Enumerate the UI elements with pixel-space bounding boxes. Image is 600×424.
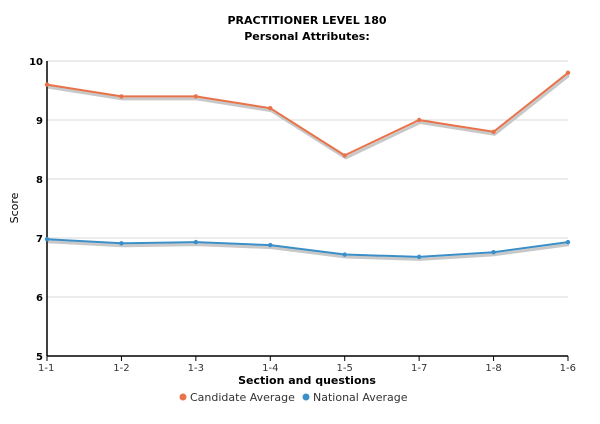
data-point[interactable]	[193, 239, 199, 245]
series-line	[46, 72, 569, 157]
data-point[interactable]	[268, 242, 273, 248]
y-tick-label: 7	[36, 234, 43, 245]
data-point[interactable]	[565, 239, 571, 245]
series-national	[44, 236, 571, 261]
x-tick-label: 1-5	[337, 363, 353, 374]
series-line-shadow	[47, 240, 570, 261]
chart-title: PRACTITIONER LEVEL 180	[227, 14, 386, 27]
x-tick-label: 1-1	[38, 363, 54, 374]
y-tick-label: 9	[36, 116, 43, 127]
legend-item-candidate[interactable]: Candidate Average	[179, 391, 296, 404]
data-point[interactable]	[268, 106, 273, 111]
legend-label: Candidate Average	[190, 391, 295, 404]
axes	[46, 61, 569, 361]
y-tick-label: 8	[36, 175, 43, 186]
legend-item-national[interactable]: National Average	[302, 391, 408, 404]
data-point[interactable]	[193, 94, 199, 99]
x-tick-label: 1-2	[113, 363, 129, 374]
x-tick-label: 1-6	[560, 363, 576, 374]
data-point[interactable]	[342, 252, 347, 257]
y-tick-label: 5	[36, 352, 43, 363]
data-point[interactable]	[491, 249, 496, 255]
chart-subtitle: Personal Attributes:	[244, 30, 370, 43]
x-tick-label: 1-3	[188, 363, 204, 374]
x-tick-label: 1-7	[411, 363, 427, 374]
data-point[interactable]	[565, 70, 571, 76]
y-tick-label: 6	[36, 293, 43, 304]
legend-marker	[179, 393, 187, 401]
data-point[interactable]	[119, 94, 124, 99]
data-point[interactable]	[416, 254, 422, 260]
y-tick-labels: 5 6 7 8 9 10	[29, 57, 43, 363]
y-axis-title: Score	[8, 192, 21, 223]
y-tick-label: 10	[29, 57, 43, 68]
data-point[interactable]	[44, 82, 50, 87]
data-point[interactable]	[491, 129, 496, 134]
series-line	[46, 238, 569, 258]
grid-lines	[47, 60, 568, 298]
series-group	[44, 70, 571, 261]
data-point[interactable]	[119, 241, 124, 246]
x-tick-labels: 1-1 1-2 1-3 1-4 1-5 1-7 1-8 1-6	[38, 363, 576, 374]
x-axis-title: Section and questions	[238, 374, 376, 387]
series-line-shadow	[47, 74, 570, 160]
legend-label: National Average	[313, 391, 408, 404]
series-candidate	[44, 70, 571, 160]
x-tick-label: 1-8	[485, 363, 501, 374]
legend-marker	[302, 393, 310, 401]
legend: Candidate Average National Average	[179, 391, 408, 404]
data-point[interactable]	[342, 153, 347, 158]
data-point[interactable]	[44, 236, 50, 242]
x-tick-label: 1-4	[262, 363, 278, 374]
data-point[interactable]	[416, 117, 422, 123]
